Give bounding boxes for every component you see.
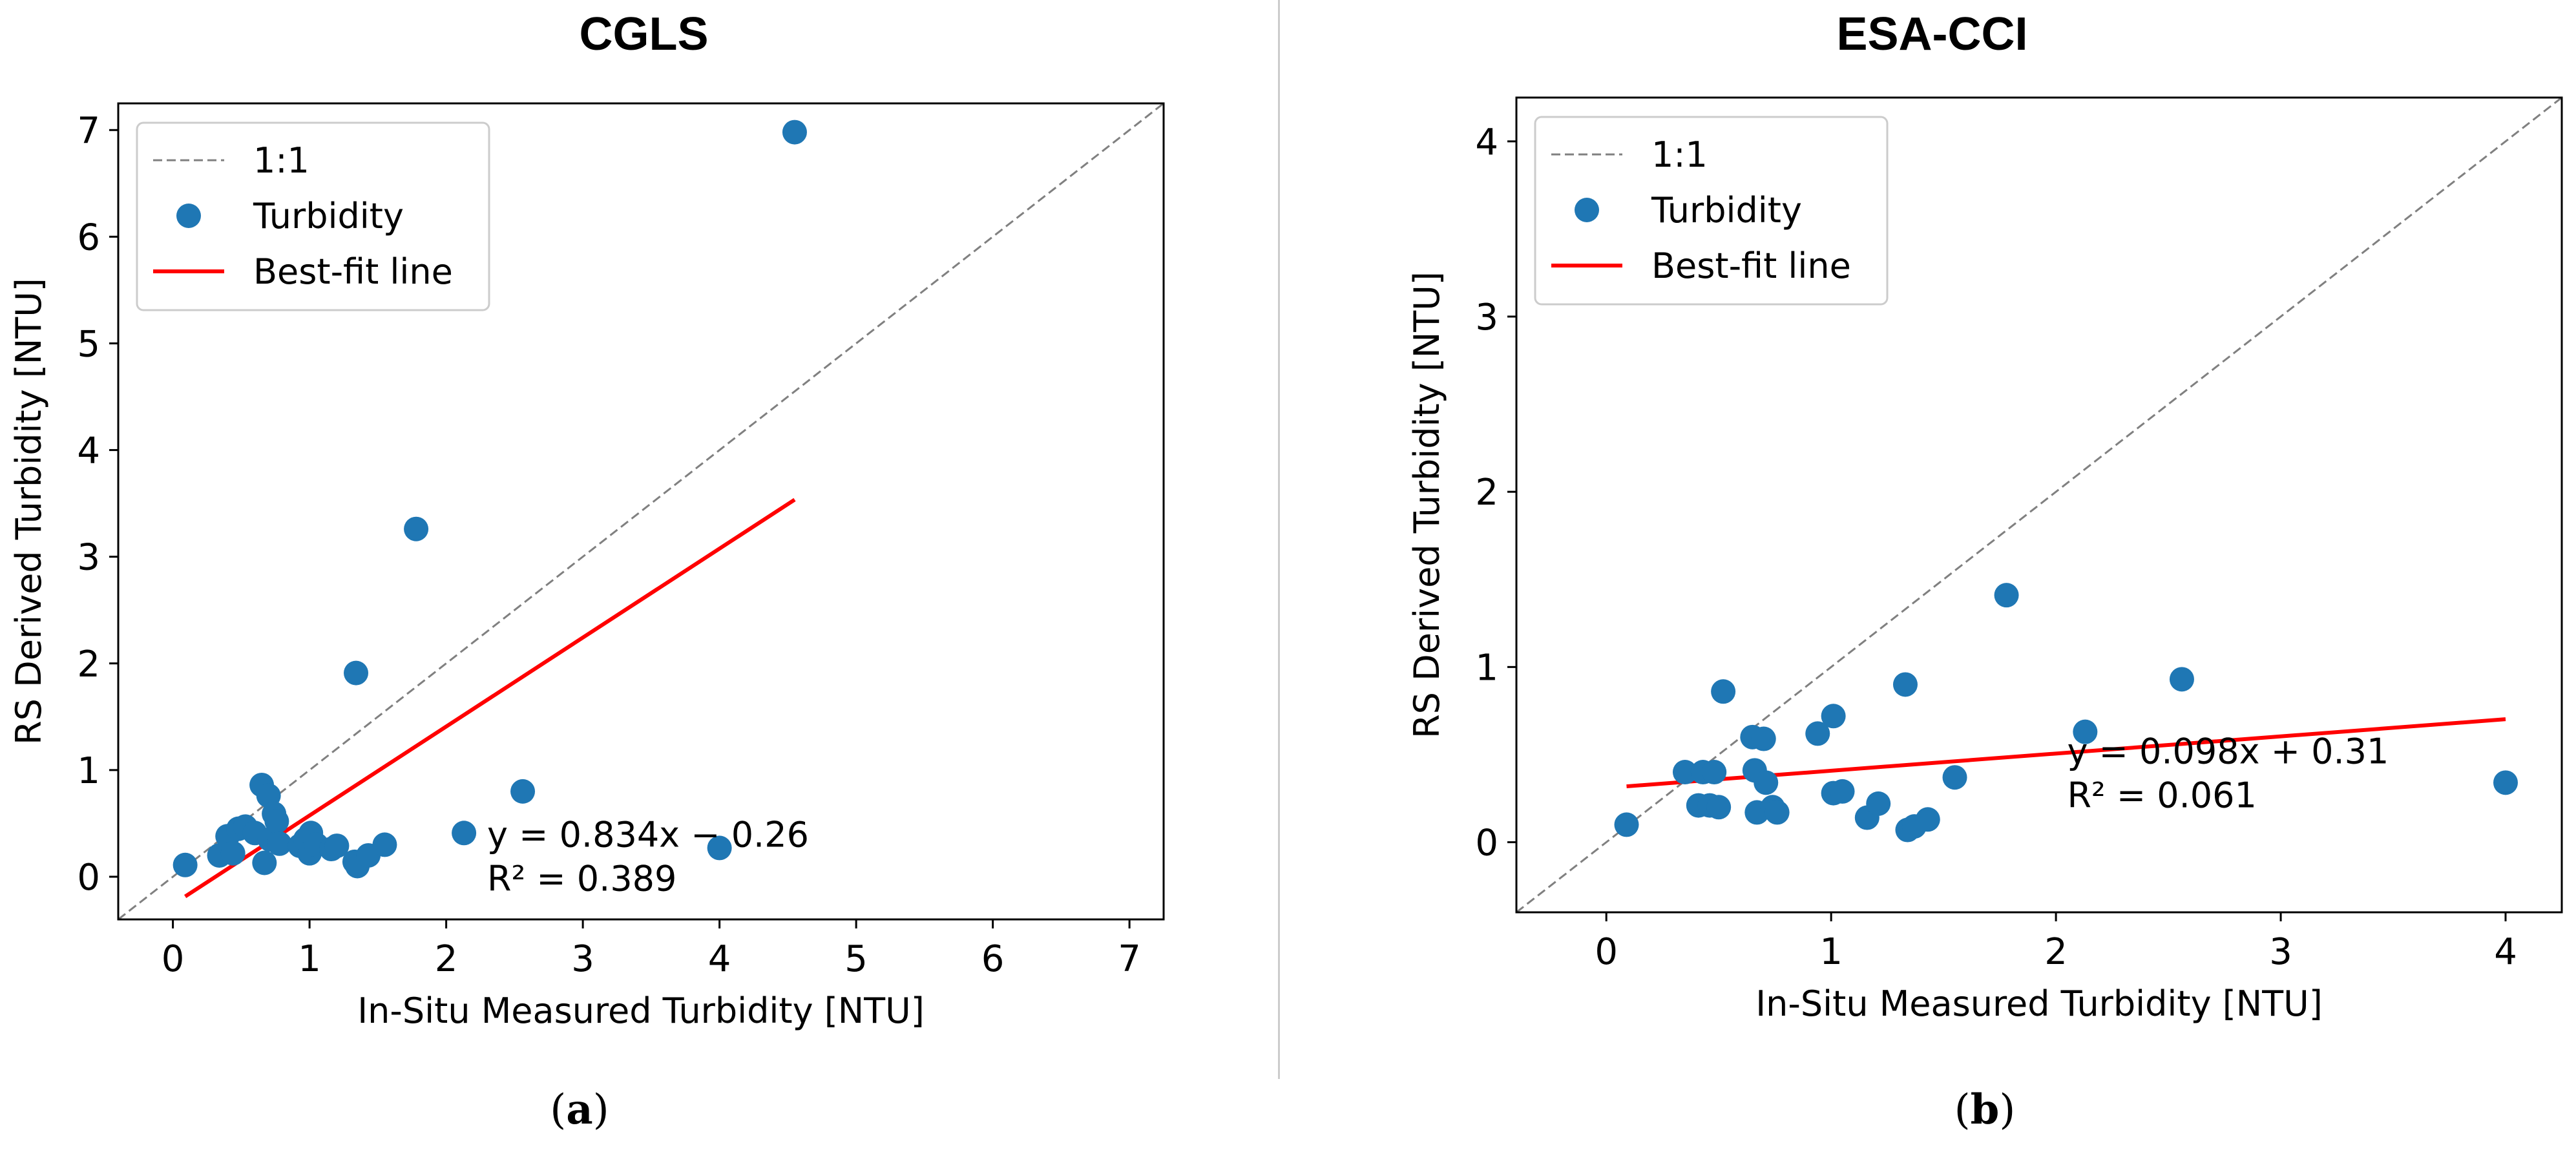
data-point xyxy=(1830,779,1855,804)
legend-label-best-fit: Best-fit line xyxy=(253,251,453,292)
y-tick-label: 1 xyxy=(1475,647,1498,689)
x-tick-label: 3 xyxy=(571,938,594,980)
y-tick-label: 0 xyxy=(1475,822,1498,864)
x-tick-label: 4 xyxy=(708,938,731,980)
legend-label-best-fit: Best-fit line xyxy=(1651,246,1851,286)
y-tick-label: 5 xyxy=(77,323,100,365)
x-tick-label: 4 xyxy=(2494,931,2517,973)
x-tick-label: 6 xyxy=(981,938,1005,980)
legend-box xyxy=(1534,116,1889,306)
data-point xyxy=(264,809,289,834)
y-axis-label: RS Derived Turbidity [NTU] xyxy=(8,278,49,745)
data-point xyxy=(344,660,369,686)
x-tick-label: 1 xyxy=(1819,931,1843,973)
data-point xyxy=(1942,765,1967,790)
axes-frame xyxy=(1515,96,2563,914)
data-point xyxy=(1754,770,1779,795)
data-point xyxy=(782,120,807,145)
y-tick-label: 0 xyxy=(77,857,100,899)
data-point xyxy=(1994,583,2019,608)
x-tick-label: 0 xyxy=(1595,931,1618,973)
legend-point-swatch xyxy=(1575,198,1599,222)
x-tick-label: 2 xyxy=(2044,931,2068,973)
data-point xyxy=(1751,726,1776,751)
data-point xyxy=(1821,704,1846,729)
data-point xyxy=(2169,667,2194,692)
caption-a-letter: a xyxy=(566,1085,593,1134)
x-tick-label: 7 xyxy=(1118,938,1141,980)
caption-b: (b) xyxy=(1954,1085,2016,1134)
data-point xyxy=(404,516,429,541)
x-tick-label: 3 xyxy=(2269,931,2292,973)
plot-area xyxy=(1516,98,2562,912)
x-tick-label: 2 xyxy=(435,938,458,980)
x-tick-label: 1 xyxy=(298,938,321,980)
data-point xyxy=(324,833,350,859)
x-axis-label: In-Situ Measured Turbidity [NTU] xyxy=(357,990,925,1031)
data-point xyxy=(2493,770,2518,795)
y-tick-label: 3 xyxy=(1475,297,1498,339)
data-point xyxy=(1711,679,1736,704)
data-point xyxy=(452,821,477,846)
legend-label-turbidity: Turbidity xyxy=(253,196,404,236)
data-point xyxy=(252,850,277,875)
x-tick-label: 0 xyxy=(162,938,185,980)
data-point xyxy=(220,841,246,866)
fit-equation: y = 0.834x − 0.26 xyxy=(487,815,809,855)
chart-title-b: ESA-CCI xyxy=(1836,8,2028,60)
data-point xyxy=(1764,800,1790,825)
legend-label-turbidity: Turbidity xyxy=(1651,190,1802,231)
legend-point-swatch xyxy=(176,204,201,228)
legend: 1:1 Turbidity Best-fit line xyxy=(136,121,490,311)
fit-equation: y = 0.098x + 0.31 xyxy=(2067,731,2389,771)
y-axis-label: RS Derived Turbidity [NTU] xyxy=(1407,271,1447,738)
panel-b: ESA-CCI 0 1 2 3 4 0 1 2 3 4 y = 0.098x + 0.31 R² = … xyxy=(1288,0,2576,1152)
plot-area xyxy=(118,103,1164,919)
data-point xyxy=(1805,721,1830,746)
identity-line xyxy=(118,103,1164,919)
panel-divider xyxy=(1278,0,1280,1079)
axes-frame xyxy=(117,102,1165,921)
data-point xyxy=(173,852,198,877)
chart-title-a: CGLS xyxy=(579,8,709,60)
data-point xyxy=(1672,760,1697,785)
data-point xyxy=(2073,719,2098,744)
caption-b-letter: b xyxy=(1970,1085,2000,1134)
panel-a: CGLS 0 1 2 3 4 5 6 7 0 1 2 3 4 5 6 7 y = 0.834x − 0.26 R²… xyxy=(8,8,1165,1134)
y-tick-label: 7 xyxy=(77,110,100,152)
data-point xyxy=(1706,795,1732,820)
data-point xyxy=(1702,760,1727,785)
y-tick-label: 2 xyxy=(1475,472,1498,514)
data-point xyxy=(1866,791,1891,816)
legend-label-identity: 1:1 xyxy=(1651,134,1708,175)
r-squared: R² = 0.061 xyxy=(2067,775,2256,815)
y-tick-label: 2 xyxy=(77,644,100,686)
y-tick-label: 4 xyxy=(77,430,100,472)
data-point xyxy=(1892,672,1918,697)
data-point xyxy=(510,779,536,804)
data-point xyxy=(1915,807,1940,832)
legend: 1:1 Turbidity Best-fit line xyxy=(1534,116,1889,306)
y-tick-label: 1 xyxy=(77,750,100,792)
legend-label-identity: 1:1 xyxy=(253,140,309,181)
r-squared: R² = 0.389 xyxy=(487,859,676,899)
y-tick-label: 6 xyxy=(77,216,100,258)
best-fit-line xyxy=(183,497,796,899)
y-tick-label: 4 xyxy=(1475,121,1498,163)
data-point xyxy=(267,831,292,856)
x-tick-label: 5 xyxy=(844,938,868,980)
data-point xyxy=(1614,812,1639,837)
caption-a: (a) xyxy=(550,1085,609,1134)
data-point xyxy=(372,832,397,857)
x-axis-label: In-Situ Measured Turbidity [NTU] xyxy=(1755,983,2323,1024)
data-point xyxy=(707,835,732,861)
y-tick-label: 3 xyxy=(77,537,100,579)
legend-box xyxy=(136,121,490,311)
